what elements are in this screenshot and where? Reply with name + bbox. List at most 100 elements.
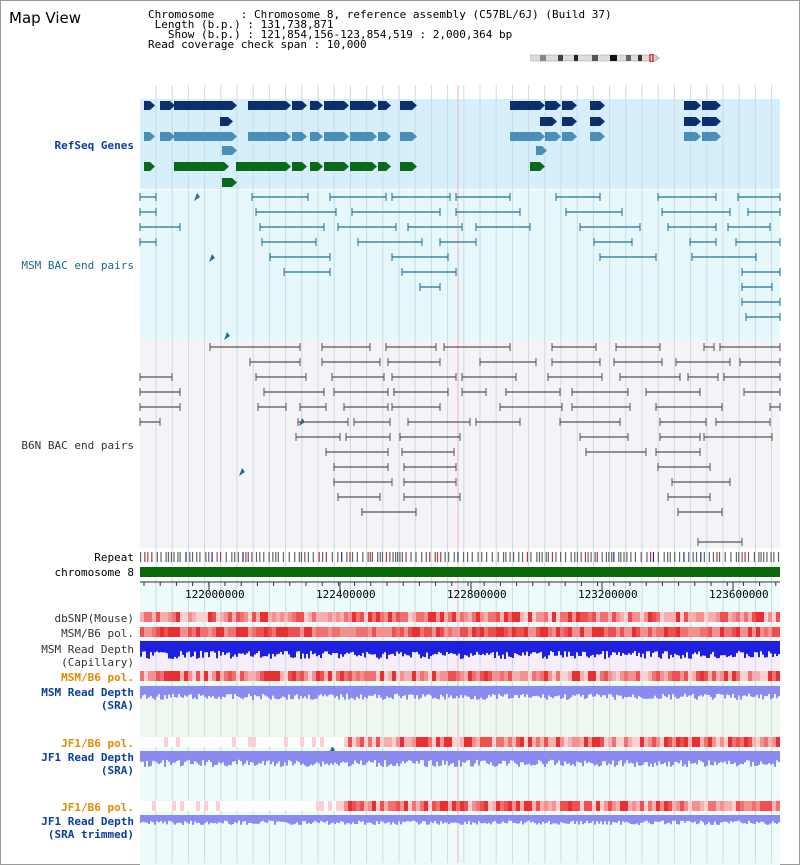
- refseq-gene[interactable]: [540, 117, 552, 126]
- refseq-gene[interactable]: [248, 132, 286, 141]
- refseq-gene-arrow[interactable]: [542, 146, 547, 155]
- refseq-gene-arrow[interactable]: [344, 101, 349, 110]
- refseq-gene-arrow[interactable]: [170, 132, 175, 141]
- refseq-gene[interactable]: [590, 132, 600, 141]
- refseq-gene-arrow[interactable]: [556, 132, 561, 141]
- refseq-gene-arrow[interactable]: [232, 132, 237, 141]
- refseq-gene-arrow[interactable]: [572, 101, 577, 110]
- refseq-gene-arrow[interactable]: [344, 132, 349, 141]
- refseq-gene-arrow[interactable]: [344, 162, 349, 171]
- refseq-gene[interactable]: [144, 132, 150, 141]
- refseq-gene[interactable]: [590, 117, 600, 126]
- refseq-gene[interactable]: [292, 132, 302, 141]
- refseq-gene-arrow[interactable]: [372, 162, 377, 171]
- refseq-gene-arrow[interactable]: [552, 117, 557, 126]
- refseq-gene-arrow[interactable]: [232, 178, 237, 187]
- chromosome-ideogram[interactable]: [530, 54, 660, 62]
- refseq-gene[interactable]: [684, 117, 696, 126]
- refseq-gene[interactable]: [292, 101, 302, 110]
- refseq-gene-arrow[interactable]: [716, 101, 721, 110]
- refseq-gene[interactable]: [324, 101, 344, 110]
- refseq-gene[interactable]: [510, 132, 540, 141]
- refseq-gene-arrow[interactable]: [150, 132, 155, 141]
- refseq-gene[interactable]: [536, 146, 542, 155]
- refseq-gene-arrow[interactable]: [318, 132, 323, 141]
- refseq-gene-arrow[interactable]: [540, 132, 545, 141]
- refseq-gene[interactable]: [350, 101, 372, 110]
- refseq-gene[interactable]: [562, 101, 572, 110]
- refseq-gene[interactable]: [562, 132, 572, 141]
- refseq-gene[interactable]: [378, 101, 386, 110]
- refseq-gene[interactable]: [160, 101, 170, 110]
- refseq-gene-arrow[interactable]: [540, 101, 545, 110]
- refseq-gene[interactable]: [236, 162, 286, 171]
- msm-bac-end-marker[interactable]: [239, 468, 245, 476]
- refseq-gene-arrow[interactable]: [386, 162, 391, 171]
- refseq-gene[interactable]: [144, 101, 150, 110]
- refseq-gene-arrow[interactable]: [412, 132, 417, 141]
- refseq-gene-arrow[interactable]: [302, 162, 307, 171]
- refseq-gene-arrow[interactable]: [302, 101, 307, 110]
- refseq-gene[interactable]: [310, 162, 318, 171]
- refseq-gene[interactable]: [378, 132, 386, 141]
- refseq-gene[interactable]: [310, 132, 318, 141]
- refseq-gene[interactable]: [174, 101, 232, 110]
- refseq-gene-arrow[interactable]: [372, 132, 377, 141]
- refseq-gene-arrow[interactable]: [386, 101, 391, 110]
- refseq-gene-arrow[interactable]: [412, 101, 417, 110]
- refseq-gene-arrow[interactable]: [228, 117, 233, 126]
- refseq-gene[interactable]: [400, 101, 412, 110]
- refseq-gene-arrow[interactable]: [600, 117, 605, 126]
- refseq-gene[interactable]: [310, 101, 318, 110]
- refseq-gene[interactable]: [222, 178, 232, 187]
- refseq-gene[interactable]: [220, 117, 228, 126]
- refseq-gene-arrow[interactable]: [540, 162, 545, 171]
- refseq-gene[interactable]: [160, 132, 170, 141]
- refseq-gene[interactable]: [324, 132, 344, 141]
- refseq-gene[interactable]: [702, 117, 716, 126]
- refseq-gene-arrow[interactable]: [150, 101, 155, 110]
- refseq-gene-arrow[interactable]: [716, 132, 721, 141]
- msm-bac-end-marker[interactable]: [224, 332, 230, 340]
- refseq-gene[interactable]: [684, 101, 696, 110]
- refseq-gene[interactable]: [702, 132, 716, 141]
- refseq-gene[interactable]: [562, 117, 572, 126]
- refseq-gene[interactable]: [144, 162, 150, 171]
- refseq-gene[interactable]: [292, 162, 302, 171]
- refseq-gene-arrow[interactable]: [716, 117, 721, 126]
- refseq-gene-arrow[interactable]: [286, 132, 291, 141]
- refseq-gene[interactable]: [174, 132, 232, 141]
- refseq-gene-arrow[interactable]: [232, 101, 237, 110]
- refseq-gene-arrow[interactable]: [600, 132, 605, 141]
- refseq-gene-arrow[interactable]: [372, 101, 377, 110]
- refseq-gene-arrow[interactable]: [286, 101, 291, 110]
- refseq-gene-arrow[interactable]: [556, 101, 561, 110]
- refseq-gene[interactable]: [174, 162, 224, 171]
- refseq-gene-arrow[interactable]: [572, 117, 577, 126]
- refseq-gene[interactable]: [684, 132, 696, 141]
- refseq-gene[interactable]: [590, 101, 600, 110]
- refseq-gene-arrow[interactable]: [232, 146, 237, 155]
- refseq-gene-arrow[interactable]: [696, 117, 701, 126]
- refseq-gene[interactable]: [400, 132, 412, 141]
- refseq-gene[interactable]: [545, 101, 556, 110]
- refseq-gene-arrow[interactable]: [302, 132, 307, 141]
- refseq-gene-arrow[interactable]: [224, 162, 229, 171]
- refseq-gene[interactable]: [378, 162, 386, 171]
- refseq-gene[interactable]: [400, 162, 412, 171]
- refseq-gene[interactable]: [545, 132, 556, 141]
- refseq-gene-arrow[interactable]: [696, 132, 701, 141]
- refseq-gene-arrow[interactable]: [696, 101, 701, 110]
- refseq-gene[interactable]: [510, 101, 540, 110]
- refseq-gene[interactable]: [530, 162, 540, 171]
- refseq-gene[interactable]: [324, 162, 344, 171]
- refseq-gene[interactable]: [222, 146, 232, 155]
- refseq-gene-arrow[interactable]: [318, 162, 323, 171]
- refseq-gene-arrow[interactable]: [572, 132, 577, 141]
- refseq-gene-arrow[interactable]: [286, 162, 291, 171]
- msm-bac-end-marker[interactable]: [194, 193, 200, 201]
- refseq-gene[interactable]: [248, 101, 286, 110]
- refseq-gene-arrow[interactable]: [600, 101, 605, 110]
- refseq-gene[interactable]: [702, 101, 716, 110]
